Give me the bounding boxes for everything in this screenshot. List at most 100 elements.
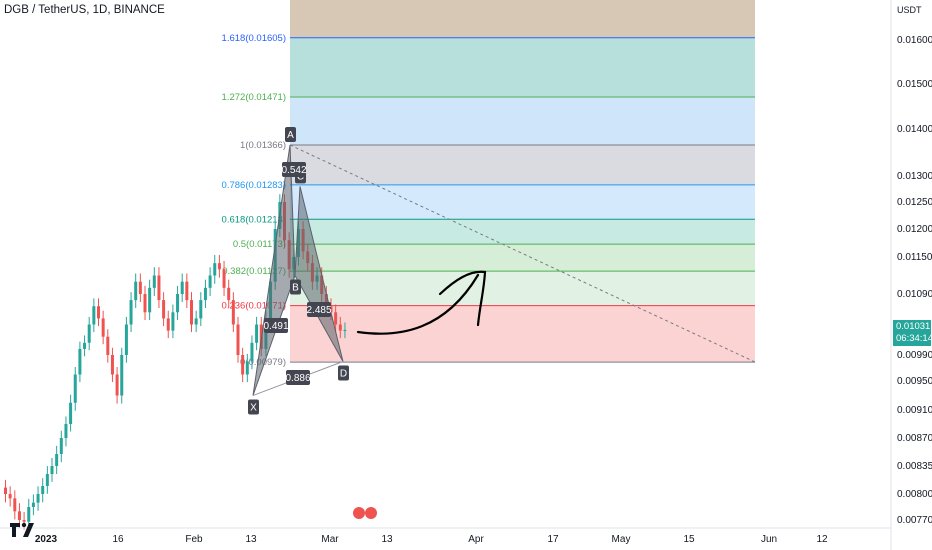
harmonic-ratio-badge — [286, 370, 310, 385]
harmonic-point-label: B — [292, 283, 299, 294]
candle-body — [157, 275, 161, 301]
candle-body — [50, 466, 54, 474]
candle-body — [231, 300, 235, 325]
harmonic-point-label: A — [287, 130, 294, 141]
time-tick-label: 2023 — [35, 534, 58, 545]
candle-body — [4, 487, 7, 494]
current-price: 0.01031 — [896, 321, 931, 332]
fib-zone — [290, 0, 755, 38]
candle-body — [106, 336, 110, 355]
candle-body — [101, 318, 105, 337]
symbol-title: DGB / TetherUS, 1D, BINANCE — [4, 4, 165, 16]
harmonic-point-label: X — [250, 403, 257, 414]
price-tick-label: 0.00800 — [897, 489, 932, 500]
harmonic-ratio-label: 0.542 — [281, 165, 306, 176]
price-tick-label: 0.00870 — [897, 433, 932, 444]
price-tick-label: 0.01300 — [897, 171, 932, 182]
candle-body — [45, 474, 49, 486]
price-tick-label: 0.01600 — [897, 35, 932, 46]
candle-body — [203, 287, 207, 301]
candle-body — [255, 324, 259, 343]
candle-body — [166, 318, 170, 331]
candle-body — [241, 355, 245, 375]
candle-body — [176, 294, 180, 313]
price-tick-label: 0.00835 — [897, 461, 932, 472]
candle-body — [245, 361, 249, 375]
tradingview-logo-icon — [10, 522, 34, 537]
price-tick-label: 0.01500 — [897, 79, 932, 90]
price-tick-label: 0.01090 — [897, 289, 932, 300]
price-tick-label: 0.01250 — [897, 197, 932, 208]
trend-line — [289, 144, 756, 363]
harmonic-bcd — [294, 186, 344, 362]
candle-body — [227, 287, 231, 301]
harmonic-ratio-badge — [264, 318, 288, 333]
candle-body — [213, 263, 217, 276]
candle-body — [64, 424, 68, 438]
hand-drawn-arrow — [356, 273, 480, 335]
candle-body — [31, 502, 35, 507]
candle-body — [250, 342, 254, 362]
fib-zone — [290, 244, 755, 272]
fib-label: 0.618(0.01218) — [222, 214, 286, 225]
fib-label: 1.272(0.01471) — [222, 92, 286, 103]
current-price-tag: 0.01031 06:34:14 — [893, 320, 932, 346]
arrow-head — [438, 270, 487, 327]
harmonic-ratio-badge — [307, 302, 331, 317]
fib-label: 0.5(0.01173) — [233, 239, 286, 250]
currency-label: USDT — [897, 5, 922, 15]
fib-zone — [290, 144, 755, 185]
candle-body — [17, 511, 21, 520]
time-tick-label: Jun — [761, 534, 777, 545]
fib-zone — [290, 271, 755, 306]
fib-zone — [290, 37, 755, 98]
time-tick-label: 13 — [245, 534, 257, 545]
price-tick-label: 0.01400 — [897, 124, 932, 135]
price-tick-label: 0.01150 — [897, 252, 932, 263]
candle-body — [152, 275, 156, 288]
event-flag-icon — [353, 507, 365, 519]
price-tick-label: 0.00770 — [897, 515, 932, 526]
time-tick-label: Feb — [185, 534, 203, 545]
time-tick-label: 16 — [112, 534, 124, 545]
time-tick-label: Apr — [468, 534, 484, 545]
countdown: 06:34:14 — [896, 333, 932, 344]
fib-zone — [290, 184, 755, 220]
time-tick-label: 17 — [547, 534, 559, 545]
candle-body — [41, 486, 45, 494]
price-axis[interactable]: 0.01600 0.01500 0.01400 0.01300 0.01250 0.012… — [890, 0, 932, 550]
candle-body — [97, 306, 100, 319]
candle-body — [73, 374, 77, 403]
fib-zones: 1.618(0.01605) 1.272(0.01471) 1(0.01366) 0.… — [222, 0, 756, 368]
candle-body — [129, 300, 133, 325]
fib-zone — [290, 219, 755, 245]
time-tick-label: May — [612, 534, 631, 545]
candle-body — [36, 494, 40, 503]
price-tick-label: 0.00990 — [897, 350, 932, 361]
candle-body — [143, 294, 147, 313]
time-tick-label: 12 — [816, 534, 828, 545]
candle-body — [87, 324, 91, 343]
candle-body — [236, 324, 240, 355]
fib-label: 0.382(0.01127) — [222, 266, 286, 277]
fib-label: 1(0.01366) — [240, 140, 286, 151]
fib-zone — [290, 305, 755, 363]
harmonic-point-badge — [338, 365, 349, 381]
annotation-layer — [356, 270, 487, 335]
candle-body — [148, 287, 152, 313]
candle-body — [22, 520, 26, 522]
candle-body — [171, 312, 175, 331]
harmonic-ratio-label: 2.485 — [306, 305, 331, 316]
candle-body — [134, 281, 138, 301]
candle-body — [162, 300, 166, 319]
candle-body — [13, 498, 17, 512]
candle-body — [338, 324, 342, 331]
candle-body — [343, 329, 347, 331]
time-axis[interactable]: 2023 16 Feb 13 Mar 13 Apr 17 May 15 Jun 12 — [0, 507, 891, 545]
fib-label: 0.236(0.01071) — [222, 301, 286, 312]
candle-body — [208, 275, 212, 288]
price-tick-label: 0.01200 — [897, 224, 932, 235]
candle-body — [199, 300, 203, 319]
